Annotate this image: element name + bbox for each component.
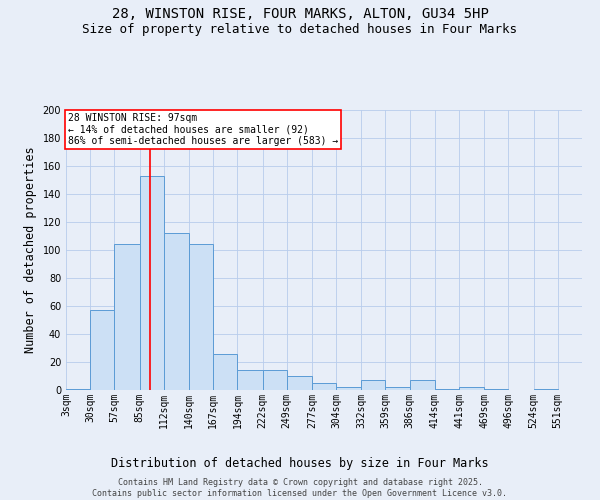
Y-axis label: Number of detached properties: Number of detached properties xyxy=(24,146,37,354)
Bar xyxy=(115,244,140,390)
Text: Size of property relative to detached houses in Four Marks: Size of property relative to detached ho… xyxy=(83,22,517,36)
Bar xyxy=(213,354,238,390)
Text: 28 WINSTON RISE: 97sqm
← 14% of detached houses are smaller (92)
86% of semi-det: 28 WINSTON RISE: 97sqm ← 14% of detached… xyxy=(68,113,338,146)
Bar xyxy=(484,388,508,390)
Bar xyxy=(312,383,336,390)
Bar xyxy=(336,387,361,390)
Bar xyxy=(238,370,263,390)
Bar xyxy=(361,380,385,390)
Bar xyxy=(164,233,189,390)
Bar xyxy=(435,388,459,390)
Bar xyxy=(459,387,484,390)
Bar xyxy=(287,376,312,390)
Bar xyxy=(385,387,410,390)
Text: 28, WINSTON RISE, FOUR MARKS, ALTON, GU34 5HP: 28, WINSTON RISE, FOUR MARKS, ALTON, GU3… xyxy=(112,8,488,22)
Bar xyxy=(66,388,90,390)
Text: Contains HM Land Registry data © Crown copyright and database right 2025.
Contai: Contains HM Land Registry data © Crown c… xyxy=(92,478,508,498)
Bar xyxy=(410,380,435,390)
Bar xyxy=(90,310,115,390)
Bar xyxy=(140,176,164,390)
Bar xyxy=(533,388,558,390)
Bar xyxy=(189,244,213,390)
Text: Distribution of detached houses by size in Four Marks: Distribution of detached houses by size … xyxy=(111,458,489,470)
Bar xyxy=(263,370,287,390)
